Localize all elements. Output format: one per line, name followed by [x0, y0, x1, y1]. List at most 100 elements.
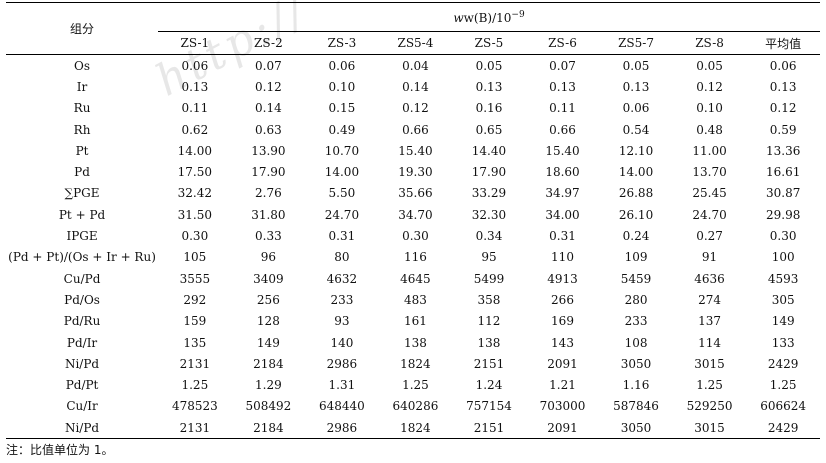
table-cell: 0.05 — [475, 58, 503, 73]
table-cell: 0.11 — [181, 101, 209, 116]
table-cell: 16.61 — [765, 165, 801, 180]
table-cell: 0.27 — [696, 229, 723, 244]
table-cell: 29.98 — [765, 207, 801, 222]
row-label: Pd/Os — [64, 292, 100, 307]
column-header: ZS-2 — [231, 31, 306, 55]
table-cell: 114 — [698, 335, 722, 350]
column-header: 平均值 — [746, 31, 820, 55]
table-cell: 34.70 — [398, 207, 433, 222]
table-cell: 0.24 — [622, 229, 650, 244]
row-label: Ni/Pd — [64, 356, 100, 371]
table-cell: 2151 — [473, 356, 505, 371]
table-row: Os 0.06 0.07 0.06 0.04 0.05 0.07 0.05 0.05 0.06 — [6, 55, 820, 77]
table-cell: 0.33 — [255, 229, 282, 244]
column-header: ZS-5 — [452, 31, 526, 55]
table-cell: 1.24 — [475, 378, 503, 393]
table-cell: 0.04 — [402, 58, 429, 73]
table-cell: 0.30 — [181, 229, 209, 244]
table-cell: 2131 — [179, 356, 211, 371]
table-cell: 508492 — [245, 399, 292, 414]
row-label: Pd — [74, 165, 90, 180]
table-cell: 0.13 — [622, 79, 650, 94]
row-label: ∑PGE — [64, 186, 100, 201]
table-cell: 0.48 — [696, 122, 723, 137]
table-cell: 0.15 — [328, 101, 356, 116]
table-cell: 0.59 — [769, 122, 797, 137]
table-cell: 3409 — [253, 271, 284, 286]
table-cell: 256 — [256, 292, 280, 307]
table-cell: 19.30 — [398, 165, 433, 180]
table-cell: 24.70 — [692, 207, 727, 222]
table-cell: 14.00 — [618, 165, 654, 180]
table-cell: 0.31 — [549, 229, 576, 244]
table-cell: 0.31 — [328, 229, 356, 244]
table-cell: 140 — [330, 335, 354, 350]
table-cell: 529250 — [686, 399, 733, 414]
unit-prefix: w(B)/10 — [463, 10, 512, 25]
table-cell: 0.07 — [549, 58, 576, 73]
table-cell: 14.40 — [471, 143, 507, 158]
table-cell: 135 — [183, 335, 207, 350]
table-cell: 4645 — [400, 271, 431, 286]
table-cell: 757154 — [466, 399, 512, 414]
table-cell: 0.13 — [769, 79, 797, 94]
table-cell: 25.45 — [692, 186, 727, 201]
table-cell: 0.11 — [549, 101, 576, 116]
table-cell: 80 — [334, 250, 350, 265]
table-cell: 3050 — [599, 417, 673, 440]
column-header: ZS5-7 — [599, 31, 673, 55]
table-cell: 0.12 — [402, 101, 429, 116]
row-label: (Pd + Pt)/(Os + Ir + Ru) — [8, 250, 156, 265]
table-cell: 2091 — [547, 356, 578, 371]
column-header: ZS-8 — [672, 31, 747, 55]
table-cell: 116 — [403, 250, 427, 265]
table-cell: 0.12 — [696, 79, 723, 94]
table-cell: 4913 — [547, 271, 578, 286]
table-cell: 33.29 — [471, 186, 507, 201]
row-label: Cu/Ir — [66, 399, 98, 414]
table-cell: 91 — [701, 250, 718, 265]
table-cell: 640286 — [392, 399, 439, 414]
table-row: Pd/Os 292 256 233 483 358 266 280 274 305 — [6, 289, 820, 310]
table-cell: 274 — [698, 292, 722, 307]
row-label: Pt + Pd — [58, 207, 106, 222]
table-cell: 292 — [183, 292, 207, 307]
table-row: (Pd + Pt)/(Os + Ir + Ru) 105 96 80 116 95 110 1… — [6, 247, 820, 268]
row-label: Pd/Pt — [65, 378, 99, 393]
table-cell: 266 — [551, 292, 574, 307]
table-cell: 1.29 — [255, 378, 282, 393]
table-cell: 5499 — [473, 271, 505, 286]
table-row: Pt + Pd 31.50 31.80 24.70 34.70 32.30 34.00 26.… — [6, 204, 820, 225]
column-header: ZS-6 — [525, 31, 600, 55]
table-cell: 0.12 — [255, 79, 282, 94]
table-cell: 138 — [403, 335, 427, 350]
table-cell: 587846 — [613, 399, 659, 414]
table-cell: 2151 — [452, 417, 526, 440]
table-row: Pd/Pt 1.25 1.29 1.31 1.25 1.24 1.21 1.16 1.25 1.2… — [6, 374, 820, 395]
table-cell: 3555 — [179, 271, 211, 286]
table-cell: 15.40 — [545, 143, 580, 158]
table-cell: 0.05 — [696, 58, 723, 73]
table-row: IPGE 0.30 0.33 0.31 0.30 0.34 0.31 0.24 0.27 0.30 — [6, 225, 820, 246]
table-cell: 0.13 — [549, 79, 576, 94]
column-header: ZS-3 — [305, 31, 379, 55]
row-label: Rh — [73, 122, 91, 137]
table-cell: 4632 — [326, 271, 358, 286]
table-row: Rh 0.62 0.63 0.49 0.66 0.65 0.66 0.54 0.48 0.59 — [6, 119, 820, 140]
table-cell: 143 — [551, 335, 574, 350]
row-label: Os — [74, 58, 91, 73]
row-label: Ni/Pd — [6, 417, 159, 440]
table-cell: 2091 — [525, 417, 600, 440]
table-cell: 105 — [183, 250, 207, 265]
table-cell: 358 — [477, 292, 501, 307]
table-cell: 14.00 — [324, 165, 360, 180]
table-cell: 648440 — [319, 399, 365, 414]
table-cell: 95 — [481, 250, 497, 265]
table-cell: 0.49 — [328, 122, 356, 137]
table-cell: 0.14 — [402, 79, 429, 94]
table-cell: 305 — [771, 292, 795, 307]
table-cell: 12.10 — [618, 143, 654, 158]
table-row: Pt 14.00 13.90 10.70 15.40 14.40 15.40 12.10 11.… — [6, 140, 820, 161]
table-cell: 133 — [771, 335, 795, 350]
table-cell: 112 — [477, 314, 501, 329]
